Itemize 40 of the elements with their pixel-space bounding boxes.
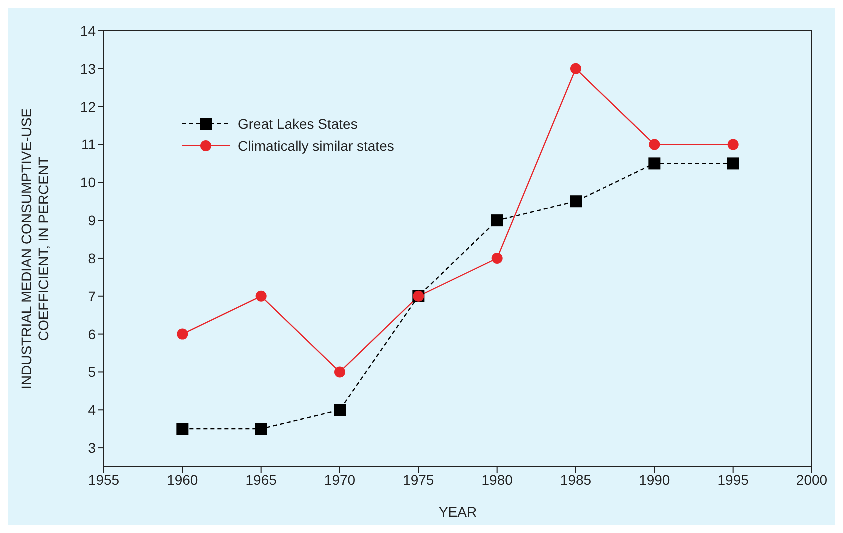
legend-label: Climatically similar states [238,138,394,154]
point [334,366,346,378]
point [334,404,346,416]
point [570,196,582,208]
y-tick-label: 6 [88,326,96,342]
y-tick-label: 7 [88,288,96,304]
y-tick-label: 3 [88,440,96,456]
y-tick-label: 4 [88,402,96,418]
point [256,290,267,302]
x-tick-label: 2000 [796,472,828,488]
y-tick-label: 10 [80,174,96,191]
x-tick-label: 1960 [167,472,198,488]
x-tick-label: 1985 [560,472,592,488]
x-tick-label: 1970 [324,472,356,488]
x-tick-label: 1955 [88,472,120,488]
x-tick-label: 1980 [482,472,514,488]
x-tick-label: 1965 [246,472,278,488]
point [649,139,660,150]
point [648,158,661,170]
point [491,214,504,227]
y-axis-title: INDUSTRIAL MEDIAN CONSUMPTIVE-USE COEFFICIENT, IN PERCENT [18,108,52,390]
x-tick-label: 1995 [718,472,750,488]
y-tick-label: 11 [81,136,96,153]
legend-label: Great Lakes States [238,116,358,132]
y-tick-label: 9 [88,212,96,229]
x-tick-label: 1975 [403,472,434,488]
x-axis-title: YEAR [438,504,478,520]
y-tick-label: 13 [80,60,96,77]
point [727,158,740,170]
point [255,423,268,436]
point [570,63,582,74]
y-tick-label: 12 [80,98,96,115]
point [176,423,189,436]
y-tick-label: 5 [88,364,96,380]
y-tick-label: 8 [88,250,96,266]
point [177,328,188,340]
x-tick-label: 1990 [639,472,670,488]
y-tick-label: 14 [80,22,96,39]
point [492,252,503,264]
point [728,139,739,150]
